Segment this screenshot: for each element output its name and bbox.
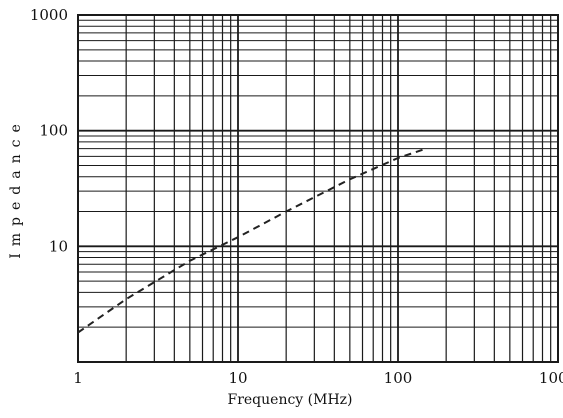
y-axis-title: Impedance (8, 117, 24, 259)
x-axis-title: Frequency (MHz) (227, 392, 352, 408)
series-layer (77, 147, 427, 334)
x-tick-labels: 1 10 100 1000 (73, 369, 563, 387)
x-tick-label: 10 (228, 369, 247, 387)
plot-border (77, 14, 559, 363)
x-tick-label: 100 (384, 369, 413, 387)
series-line-1 (77, 147, 427, 334)
x-tick-label: 1000 (539, 369, 563, 387)
y-tick-labels: 10 100 1000 (30, 6, 68, 255)
axis-titles: Frequency (MHz) Impedance (8, 117, 353, 408)
y-tick-label: 1000 (30, 6, 68, 24)
grid-lines (78, 15, 558, 362)
x-tick-label: 1 (73, 369, 83, 387)
y-tick-label: 100 (39, 122, 68, 140)
y-tick-label: 10 (49, 237, 68, 255)
plot-frame (77, 14, 559, 363)
